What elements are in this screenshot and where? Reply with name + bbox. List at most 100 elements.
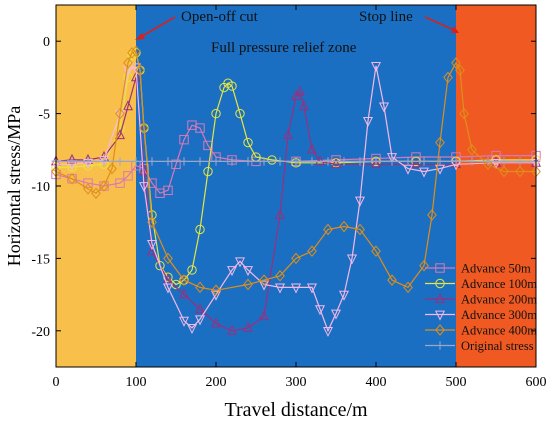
data-point (499, 157, 509, 166)
data-point (162, 283, 174, 294)
data-point (127, 47, 137, 59)
data-point (490, 158, 502, 169)
data-point (370, 61, 382, 72)
data-point (306, 283, 318, 294)
data-point (146, 240, 158, 251)
legend-label: Advance 400m (461, 324, 537, 338)
legend-marker (435, 341, 445, 350)
x-tick-label: 300 (286, 375, 307, 390)
data-point (235, 108, 245, 119)
data-point (211, 157, 221, 166)
data-point (107, 162, 117, 175)
legend-marker (435, 263, 445, 273)
x-tick-label: 600 (526, 375, 547, 390)
y-tick-label: -15 (31, 252, 50, 267)
data-point (306, 143, 318, 154)
data-point (138, 165, 150, 176)
data-point (114, 129, 126, 140)
data-point (115, 178, 125, 188)
legend-label: Original stress (461, 339, 534, 353)
data-point (123, 171, 133, 181)
data-point (274, 208, 286, 219)
data-point (371, 245, 381, 257)
data-point (123, 57, 133, 69)
data-point (83, 157, 93, 166)
data-point (234, 257, 246, 268)
data-point (67, 157, 77, 166)
data-point (203, 166, 213, 177)
data-point (275, 157, 285, 166)
data-point (195, 123, 205, 133)
data-point (314, 305, 326, 316)
legend-label: Advance 50m (461, 262, 531, 276)
data-point (290, 283, 302, 294)
data-point (210, 317, 222, 328)
data-point (490, 156, 502, 167)
legend-label: Advance 300m (461, 308, 537, 322)
y-axis-label: Horizontal stress/MPa (4, 106, 24, 266)
data-point (122, 66, 134, 77)
data-point (455, 64, 465, 76)
data-point (483, 158, 493, 171)
data-point (211, 284, 221, 297)
data-point (467, 144, 477, 156)
x-tick-label: 100 (126, 375, 147, 390)
zone-backgrounds (56, 5, 536, 367)
data-point (178, 316, 190, 327)
data-point (162, 274, 174, 284)
legend-label: Advance 200m (461, 293, 537, 307)
data-point (330, 158, 342, 169)
data-point (259, 157, 269, 166)
data-point (403, 157, 413, 166)
data-point (339, 157, 349, 166)
data-point (298, 100, 310, 111)
data-point (346, 254, 358, 265)
data-point (258, 310, 270, 321)
data-point (195, 224, 205, 235)
data-point (291, 252, 301, 265)
y-tick-label: -10 (31, 180, 50, 195)
data-point (282, 129, 294, 140)
legend-marker (434, 292, 446, 303)
data-point (386, 153, 398, 164)
data-point (179, 134, 189, 145)
data-point (195, 281, 205, 294)
data-point (378, 102, 390, 113)
data-point (443, 71, 453, 84)
data-point (155, 260, 165, 271)
data-point (362, 116, 374, 127)
data-point (67, 172, 77, 185)
data-point (135, 64, 145, 76)
data-point (91, 187, 101, 200)
data-point (371, 157, 381, 166)
data-point (387, 157, 397, 166)
data-point (242, 321, 254, 332)
data-point (186, 324, 198, 335)
data-point (195, 157, 205, 166)
data-point (459, 107, 469, 120)
data-point (294, 85, 306, 96)
data-point (99, 180, 109, 192)
data-point (130, 71, 142, 82)
data-point (243, 137, 253, 148)
open-off-cut-arrowhead (135, 33, 145, 40)
series-4 (51, 45, 541, 297)
data-point (122, 100, 134, 111)
zone-1 (136, 5, 456, 367)
data-point (267, 155, 277, 165)
data-point (338, 290, 350, 301)
data-point (211, 108, 221, 119)
x-tick-label: 400 (366, 375, 387, 390)
series-line-0 (55, 124, 536, 194)
data-point (131, 157, 141, 166)
open-off-cut-arrow (138, 16, 176, 39)
data-point (274, 283, 286, 294)
data-point (226, 324, 238, 335)
data-point (323, 157, 333, 166)
data-point (418, 167, 430, 178)
zone-2 (456, 5, 536, 367)
data-point (499, 165, 509, 178)
data-point (330, 309, 342, 320)
data-point (163, 185, 173, 196)
